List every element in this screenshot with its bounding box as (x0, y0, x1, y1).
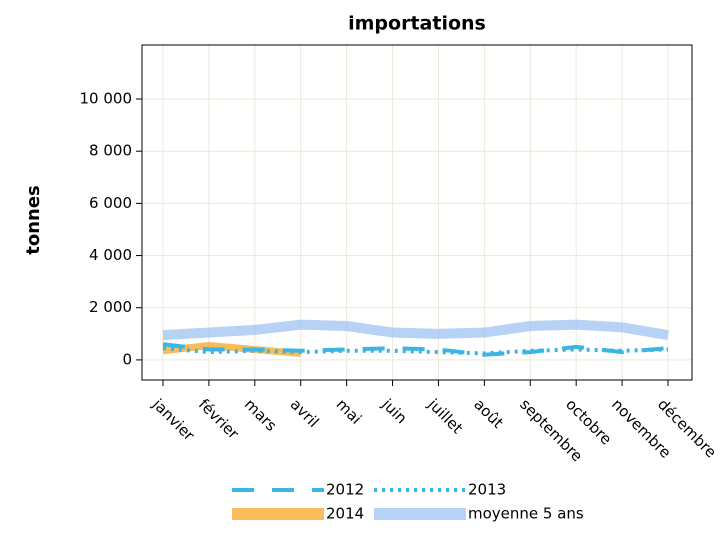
y-tick-label: 10 000 (80, 90, 133, 108)
legend-label: 2012 (326, 481, 364, 499)
series-line (162, 342, 669, 357)
y-tick-label: 0 (122, 350, 132, 368)
y-tick-label: 4 000 (89, 246, 132, 264)
plot-frame (141, 44, 693, 381)
series-line (162, 319, 669, 341)
legend-label: 2013 (468, 481, 506, 499)
x-tick-label: janvier (148, 395, 198, 445)
y-tick-label: 6 000 (89, 194, 132, 212)
x-tick-label: février (195, 395, 243, 443)
x-tick-label: mars (241, 395, 281, 435)
chart-title: importations (348, 13, 486, 35)
y-tick-label: 2 000 (89, 298, 132, 316)
legend-label: 2014 (326, 505, 364, 523)
x-tick-label: mai (333, 395, 366, 428)
legend-label: moyenne 5 ans (468, 505, 584, 523)
y-axis-label: tonnes (23, 185, 44, 255)
x-tick-label: juillet (424, 395, 467, 438)
x-tick-label: avril (287, 395, 323, 431)
x-tick-label: août (470, 395, 507, 432)
y-tick-label: 8 000 (89, 142, 132, 160)
x-tick-label: juin (378, 395, 411, 428)
